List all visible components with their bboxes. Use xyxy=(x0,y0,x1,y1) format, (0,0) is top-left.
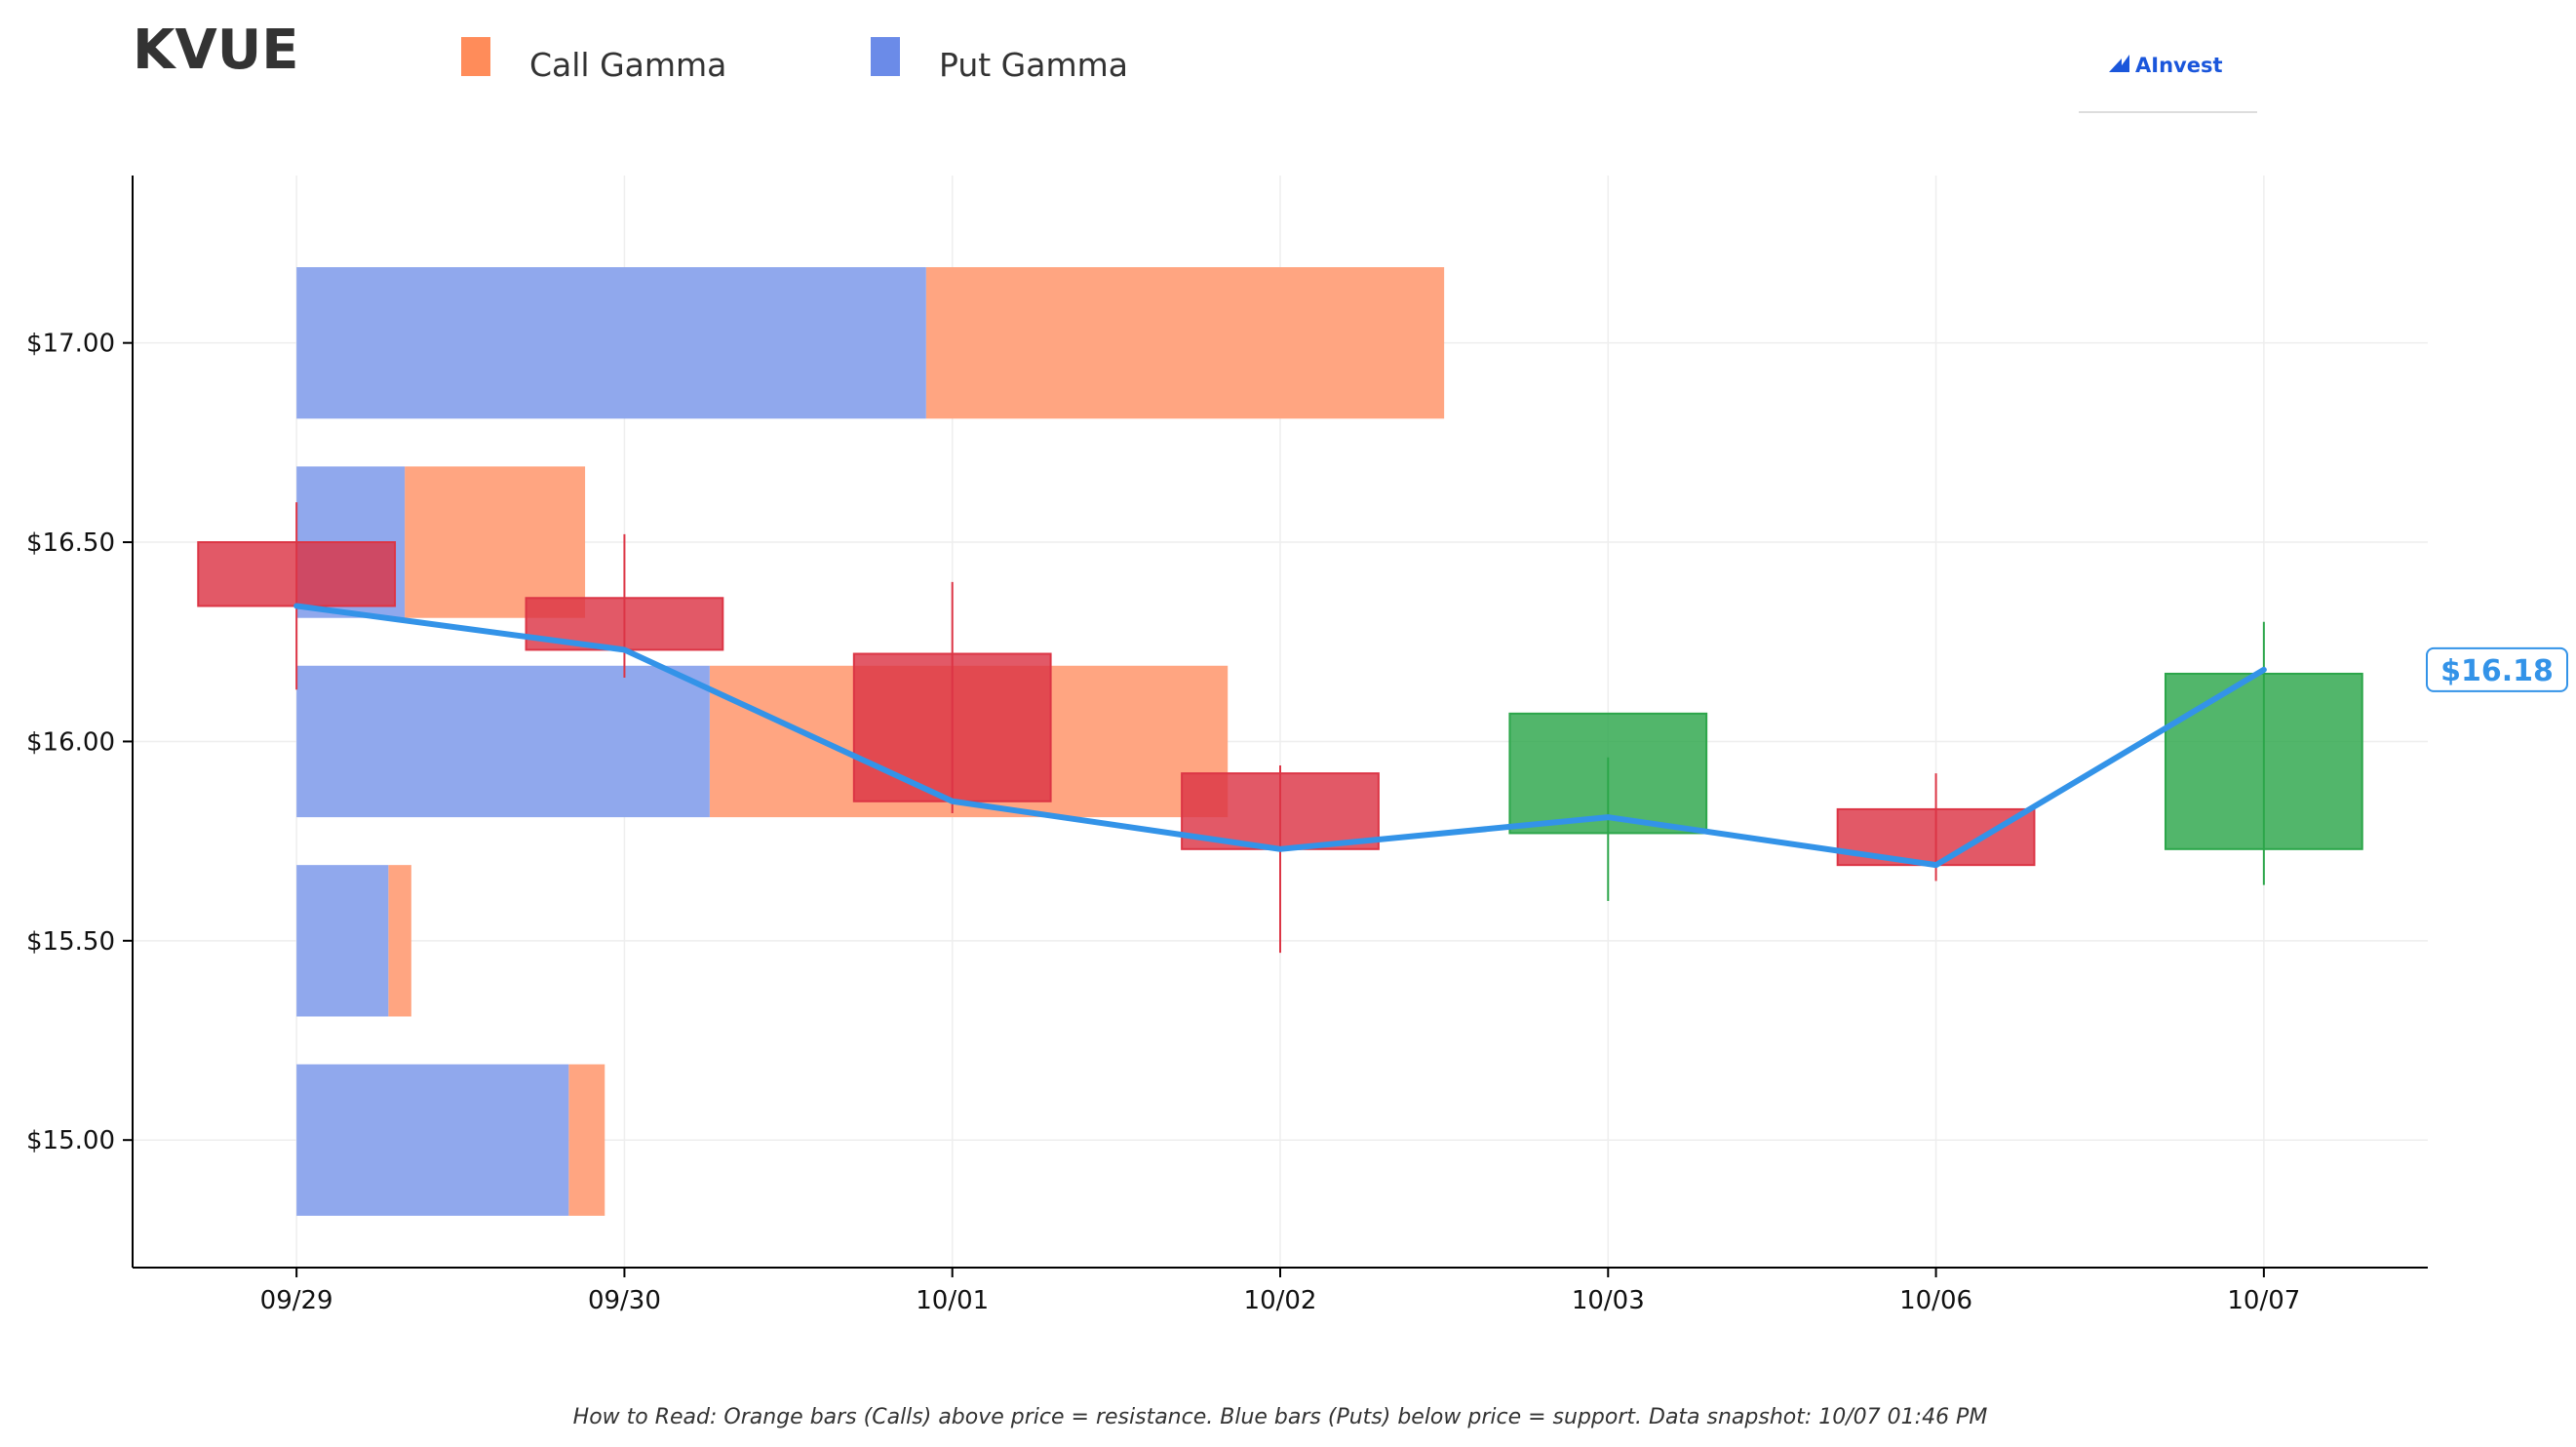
legend-swatch-call xyxy=(461,37,490,76)
put-gamma-bar xyxy=(296,665,710,818)
put-gamma-bar xyxy=(296,865,389,1017)
brand-chart-icon xyxy=(2109,55,2129,72)
price-line xyxy=(293,603,2267,869)
x-tick-label: 10/02 xyxy=(1244,1286,1317,1315)
put-gamma-bar xyxy=(296,1064,569,1216)
last-price-label: $16.18 xyxy=(2440,654,2554,688)
price-line-layer xyxy=(293,603,2267,869)
x-tick-label: 10/06 xyxy=(1899,1286,1972,1315)
brand-logo: AInvest xyxy=(2079,54,2257,113)
put-gamma-bar xyxy=(296,267,926,419)
candle-body xyxy=(197,541,397,607)
candle-body xyxy=(2164,672,2363,850)
footnote: How to Read: Orange bars (Calls) above p… xyxy=(573,1405,1988,1429)
candle-body xyxy=(1181,772,1380,850)
call-gamma-bar xyxy=(388,865,411,1017)
call-gamma-bar xyxy=(405,466,586,618)
x-tick-label: 10/03 xyxy=(1572,1286,1645,1315)
x-tick-label: 10/01 xyxy=(916,1286,989,1315)
legend-label-call: Call Gamma xyxy=(529,46,726,84)
candle-body xyxy=(852,652,1052,802)
legend-swatch-put xyxy=(871,37,900,76)
y-tick-label: $16.00 xyxy=(26,727,115,757)
x-tick-label: 10/07 xyxy=(2227,1286,2300,1315)
x-tick-label: 09/29 xyxy=(260,1286,333,1315)
y-tick-label: $15.50 xyxy=(26,927,115,957)
x-tick-label: 09/30 xyxy=(588,1286,661,1315)
legend: Call Gamma Put Gamma xyxy=(461,37,1128,84)
tick-labels: 09/29 09/30 10/01 10/02 10/03 10/06 10/07 $15.0… xyxy=(26,330,2300,1315)
y-tick-label: $16.50 xyxy=(26,528,115,558)
chart-title: KVUE xyxy=(133,19,298,82)
call-gamma-bar xyxy=(925,267,1445,419)
last-price-box xyxy=(2426,646,2568,692)
call-gamma-bar xyxy=(568,1064,605,1216)
y-tick-label: $15.00 xyxy=(26,1126,115,1155)
brand-name: AInvest xyxy=(2135,54,2223,77)
candle-body xyxy=(1508,712,1708,835)
last-price-badge: $16.18 xyxy=(2426,646,2568,692)
legend-label-put: Put Gamma xyxy=(939,46,1128,84)
y-tick-label: $17.00 xyxy=(26,330,115,359)
